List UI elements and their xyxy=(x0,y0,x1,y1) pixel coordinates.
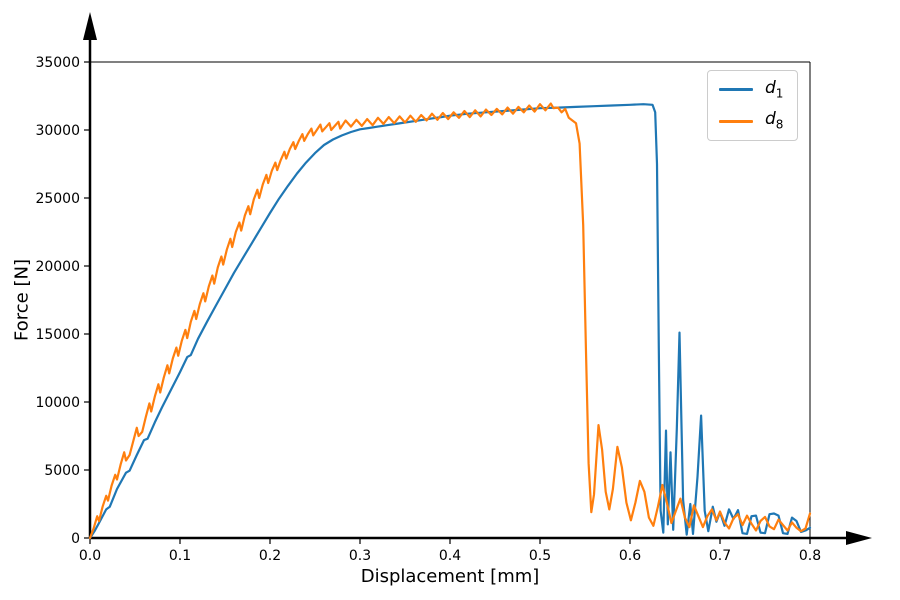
y-tick-label: 0 xyxy=(71,531,80,547)
y-tick-label: 25000 xyxy=(35,191,80,207)
legend-label-d1-base: d xyxy=(765,78,776,98)
y-tick-label: 30000 xyxy=(35,123,80,139)
legend-line-sample-d8 xyxy=(719,119,753,123)
legend-label-d1: d1 xyxy=(765,78,784,101)
series-line-d1 xyxy=(88,103,812,540)
x-tick-label: 0.6 xyxy=(619,548,641,564)
y-axis-arrowhead-icon xyxy=(83,12,97,40)
y-tick-label: 20000 xyxy=(35,259,80,275)
y-tick-label: 5000 xyxy=(44,463,80,479)
x-axis-arrowhead-icon xyxy=(846,531,872,545)
legend-entry-d8: d8 xyxy=(719,109,784,132)
y-tick-label: 35000 xyxy=(35,55,80,71)
legend: d1 d8 xyxy=(707,70,799,141)
y-tick-label: 10000 xyxy=(35,395,80,411)
x-tick-label: 0.2 xyxy=(259,548,281,564)
x-tick-label: 0.5 xyxy=(529,548,551,564)
x-tick-label: 0.7 xyxy=(709,548,731,564)
legend-label-d8: d8 xyxy=(765,109,784,132)
legend-label-d8-sub: 8 xyxy=(775,117,784,132)
x-axis-label: Displacement [mm] xyxy=(360,566,540,587)
y-axis-label: Force [N] xyxy=(11,259,33,341)
series-line-d8 xyxy=(88,102,812,540)
x-tick-label: 0.8 xyxy=(799,548,821,564)
legend-line-sample-d1 xyxy=(719,88,753,92)
y-tick-label: 15000 xyxy=(35,327,80,343)
x-tick-label: 0.1 xyxy=(169,548,191,564)
legend-entry-d1: d1 xyxy=(719,80,783,99)
x-tick-label: 0.3 xyxy=(349,548,371,564)
x-tick-label: 0.0 xyxy=(79,548,101,564)
x-tick-label: 0.4 xyxy=(439,548,461,564)
legend-label-d1-sub: 1 xyxy=(775,86,784,101)
legend-label-d8-base: d xyxy=(765,109,776,130)
